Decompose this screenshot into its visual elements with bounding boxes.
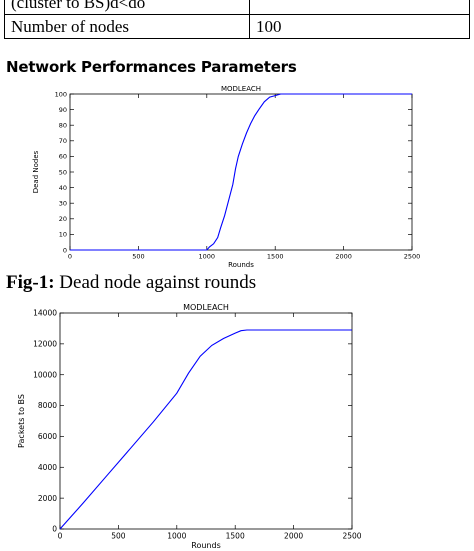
y-tick-label: 10000 bbox=[33, 370, 57, 379]
y-tick-label: 90 bbox=[59, 106, 67, 114]
x-tick-label: 1500 bbox=[226, 532, 245, 541]
y-tick-label: 8000 bbox=[38, 401, 57, 410]
packets-to-bs-chart: 0 500 1000 1500 2000 2500 0 2000 4000 6000 8000 100… bbox=[17, 303, 362, 550]
y-tick-label: 6000 bbox=[38, 432, 57, 441]
figure-caption: Fig-1: Dead node against rounds bbox=[6, 272, 256, 294]
table-row: Number of nodes 100 bbox=[4, 14, 470, 39]
table-row: (cluster to BS)d<do bbox=[4, 0, 470, 15]
y-tick-label: 10 bbox=[59, 231, 67, 239]
figure-label: Fig-1: bbox=[6, 272, 55, 293]
x-tick-label: 0 bbox=[58, 532, 63, 541]
y-tick-label: 0 bbox=[52, 525, 57, 534]
y-tick-label: 12000 bbox=[33, 339, 57, 348]
y-tick-label: 70 bbox=[59, 137, 67, 145]
series-line bbox=[70, 93, 412, 251]
series-line bbox=[59, 329, 352, 530]
y-tick-label: 2000 bbox=[38, 494, 57, 503]
param-value-cell: 100 bbox=[249, 14, 470, 39]
x-tick-label: 2000 bbox=[284, 532, 303, 541]
x-tick-label: 2500 bbox=[342, 532, 361, 541]
x-tick-label: 2500 bbox=[404, 253, 421, 261]
x-tick-label: 2000 bbox=[335, 253, 352, 261]
y-tick-label: 50 bbox=[59, 168, 67, 176]
x-tick-label: 0 bbox=[68, 253, 72, 261]
y-tick-label: 14000 bbox=[33, 309, 57, 318]
y-tick-label: 100 bbox=[55, 90, 67, 98]
param-value-cell bbox=[249, 0, 470, 15]
plot-frame bbox=[69, 93, 413, 251]
x-axis-label: Rounds bbox=[228, 261, 254, 269]
y-tick-label: 20 bbox=[59, 215, 67, 223]
x-axis-label: Rounds bbox=[191, 541, 220, 550]
param-name-cell: Number of nodes bbox=[4, 14, 250, 39]
x-tick-label: 500 bbox=[132, 253, 144, 261]
y-axis-label: Packets to BS bbox=[17, 394, 26, 448]
y-tick-label: 0 bbox=[63, 246, 67, 254]
chart-title: MODLEACH bbox=[221, 85, 261, 93]
parameter-table: (cluster to BS)d<do Number of nodes 100 bbox=[4, 0, 470, 39]
x-tick-label: 1000 bbox=[199, 253, 216, 261]
dead-nodes-chart: 0 500 1000 1500 2000 2500 0 10 20 30 40 50 60 70 80 90 1… bbox=[32, 85, 421, 269]
plot-frame bbox=[59, 312, 353, 530]
x-tick-label: 1500 bbox=[267, 253, 284, 261]
param-name-cell: (cluster to BS)d<do bbox=[4, 0, 250, 15]
x-tick-label: 1000 bbox=[167, 532, 186, 541]
y-axis-label: Dead Nodes bbox=[32, 150, 40, 193]
chart-title: MODLEACH bbox=[183, 303, 229, 312]
y-tick-label: 60 bbox=[59, 153, 67, 161]
y-tick-label: 30 bbox=[59, 199, 67, 207]
y-tick-label: 40 bbox=[59, 184, 67, 192]
section-heading: Network Performances Parameters bbox=[6, 58, 297, 76]
x-tick-label: 500 bbox=[111, 532, 126, 541]
y-tick-label: 80 bbox=[59, 121, 67, 129]
figure-caption-text: Dead node against rounds bbox=[59, 272, 257, 293]
y-tick-label: 4000 bbox=[38, 463, 57, 472]
